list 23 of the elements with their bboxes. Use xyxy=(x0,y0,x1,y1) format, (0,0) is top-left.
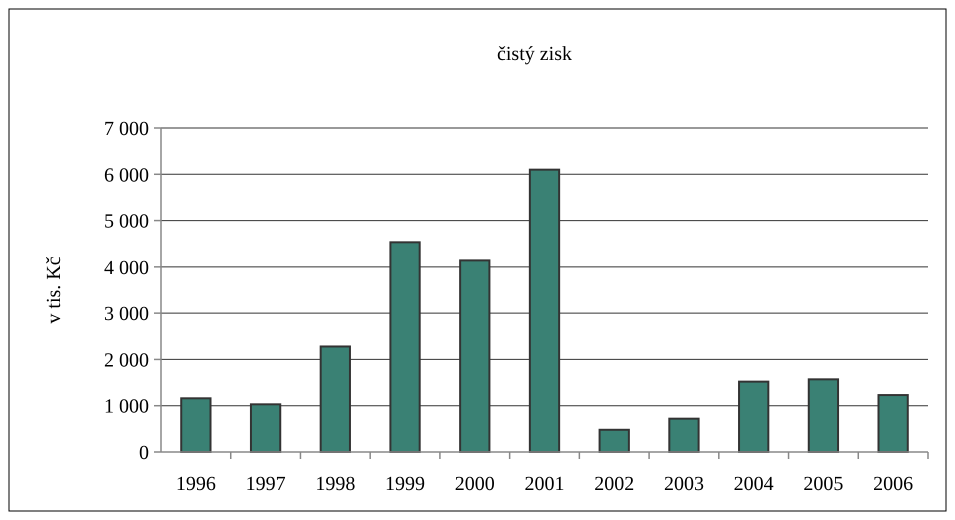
y-axis-title: v tis. Kč xyxy=(43,256,65,324)
y-tick-label: 7 000 xyxy=(104,118,149,140)
x-tick-label: 2000 xyxy=(454,473,495,495)
x-tick-label: 2001 xyxy=(524,473,564,495)
x-tick-label: 2004 xyxy=(734,473,774,495)
x-tick-label: 1999 xyxy=(385,473,426,495)
x-tick-label: 2005 xyxy=(803,473,844,495)
y-tick-label: 6 000 xyxy=(104,164,149,186)
y-tick-label: 5 000 xyxy=(104,210,149,233)
y-tick-label: 1 000 xyxy=(104,396,149,418)
x-tick-label: 2006 xyxy=(873,473,914,495)
x-tick-label: 1996 xyxy=(176,473,216,495)
bar xyxy=(598,428,630,453)
y-tick-label: 3 000 xyxy=(104,303,149,326)
x-tick-label: 2002 xyxy=(594,473,634,495)
chart-title: čistý zisk xyxy=(497,43,572,65)
x-tick-label: 1997 xyxy=(246,473,286,495)
x-tick-label: 1998 xyxy=(315,473,356,495)
y-tick-label: 4 000 xyxy=(104,256,149,279)
bar xyxy=(668,418,700,453)
x-tick-label: 2003 xyxy=(664,473,704,495)
y-tick-label: 0 xyxy=(139,442,149,464)
y-tick-label: 2 000 xyxy=(104,349,149,372)
